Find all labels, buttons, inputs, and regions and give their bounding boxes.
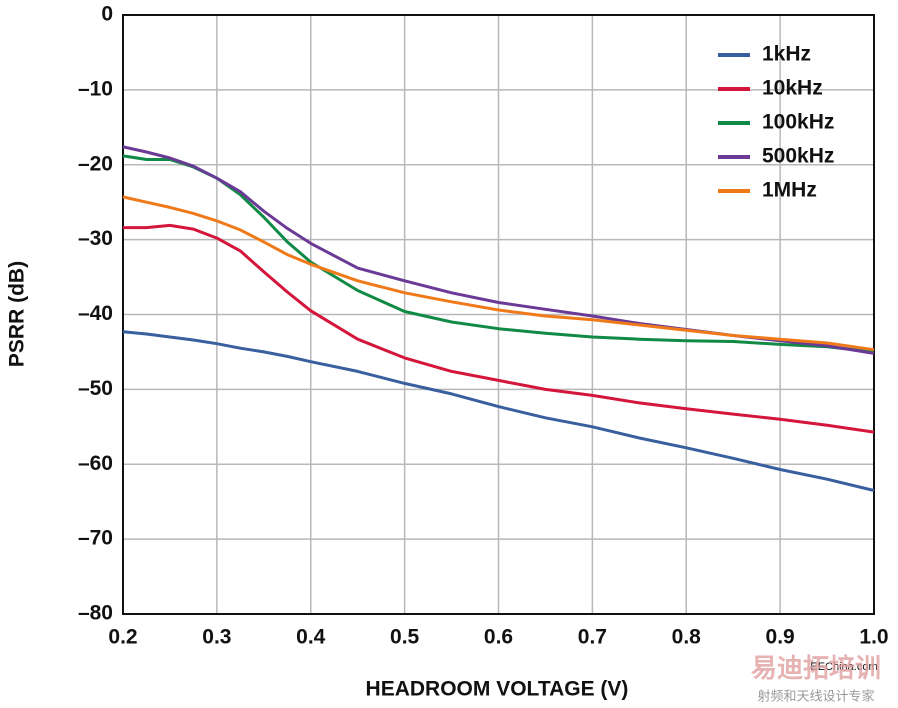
series-line [123, 223, 875, 434]
series-line [122, 330, 875, 492]
x-tick-label: 0.5 [390, 626, 420, 649]
x-tick-label: 0.4 [296, 626, 326, 649]
watermark: EEChina.com [810, 661, 877, 673]
watermark: 射频和天线设计专家 [757, 688, 874, 703]
x-tick-label: 1.0 [859, 626, 888, 649]
y-axis-label: PSRR (dB) [6, 261, 29, 367]
y-tick-label: –40 [78, 302, 113, 325]
x-tick-label: 0.8 [672, 626, 702, 649]
y-tick-label: –80 [78, 602, 113, 625]
y-tick-label: –30 [78, 227, 113, 250]
x-tick-label: 0.6 [484, 626, 513, 649]
legend-label: 1MHz [762, 179, 817, 202]
y-tick-label: –60 [78, 452, 113, 475]
legend-label: 100kHz [762, 111, 834, 134]
x-tick-label: 0.3 [202, 626, 231, 649]
series-line [122, 195, 875, 352]
legend-label: 500kHz [762, 145, 834, 168]
y-tick-label: 0 [101, 3, 113, 26]
y-tick-label: –20 [78, 152, 113, 175]
y-tick-label: –50 [78, 377, 113, 400]
plot-frame [122, 14, 875, 615]
watermark: 易迪拓培训 [751, 653, 881, 683]
legend-label: 10kHz [762, 77, 823, 100]
y-tick-label: –70 [78, 527, 113, 550]
y-tick-label: –10 [78, 77, 113, 100]
x-tick-label: 0.2 [108, 626, 137, 649]
x-tick-label: 0.9 [766, 626, 795, 649]
x-tick-label: 0.7 [578, 626, 607, 649]
x-axis-label: HEADROOM VOLTAGE (V) [366, 678, 629, 701]
legend-label: 1kHz [762, 43, 811, 66]
